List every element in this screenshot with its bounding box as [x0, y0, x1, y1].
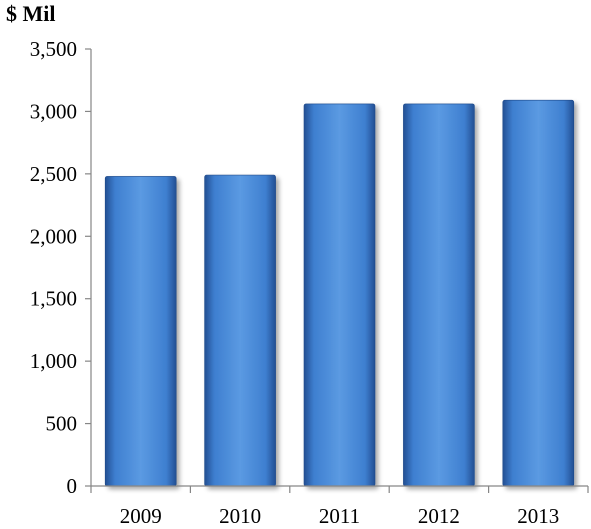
y-tick-label: 3,500: [30, 37, 77, 61]
y-tick-label: 1,000: [30, 349, 77, 373]
y-tick-label: 1,500: [30, 287, 77, 311]
axes: [85, 48, 589, 493]
y-tick-label: 0: [67, 474, 78, 498]
x-tick-label: 2011: [319, 504, 360, 528]
y-tick-label: 2,000: [30, 224, 77, 248]
y-tick-label: 3,000: [30, 99, 77, 123]
x-tick-label: 2013: [517, 504, 559, 528]
bar-2010: [204, 174, 276, 487]
bars-layer: [104, 99, 575, 487]
x-tick-label: 2012: [418, 504, 460, 528]
bar-2012: [403, 103, 475, 487]
y-tick-label: 500: [46, 412, 78, 436]
unit-label: $ Mil: [6, 1, 56, 26]
bar-2013: [502, 99, 575, 487]
x-tick-label: 2010: [219, 504, 261, 528]
bar-2009: [104, 176, 177, 487]
y-tick-label: 2,500: [30, 162, 77, 186]
tick-labels: 0 500 1,000 1,500 2,000 2,500 3,000 3,500 2009 20…: [30, 37, 560, 528]
x-tick-label: 2009: [120, 504, 162, 528]
bar-2011: [303, 103, 376, 487]
